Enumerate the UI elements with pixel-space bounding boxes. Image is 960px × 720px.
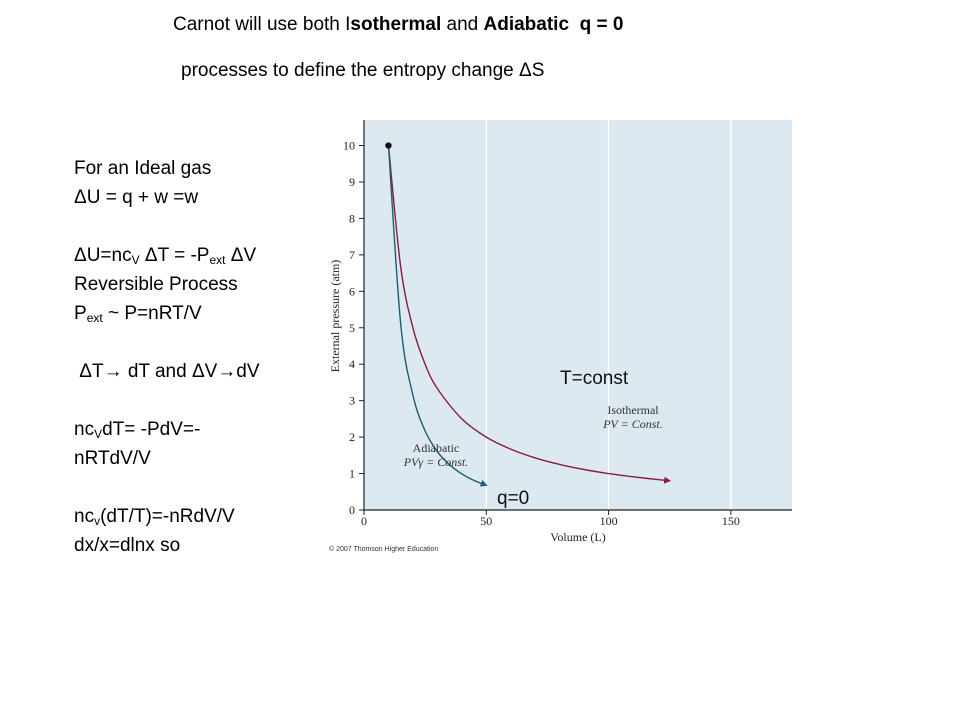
y-tick-label: 8 [349, 211, 355, 225]
title-line-1: Carnot will use both Isothermal and Adia… [173, 14, 623, 36]
du-text-b: ΔT = -P [144, 245, 210, 266]
isothermal-label: Isothermal [607, 403, 659, 417]
adiabatic-equation: PVγ = Const. [403, 455, 469, 469]
y-tick-label: 2 [349, 430, 355, 444]
y-tick-label: 0 [349, 503, 355, 517]
y-axis-label: External pressure (atm) [328, 260, 342, 373]
du-sub-ext: ext [209, 253, 226, 267]
x-tick-label: 0 [361, 514, 367, 528]
copyright-text: © 2007 Thomson Higher Education [329, 545, 438, 553]
isothermal-equation: PV = Const. [602, 417, 663, 431]
derivation-line-differentials: ΔT→ dT and ΔV→dV [74, 357, 314, 386]
title-isothermal: sothermal [350, 14, 442, 35]
y-tick-label: 7 [349, 248, 355, 262]
derivation-line-reversible: Reversible Process [74, 274, 238, 295]
dtt-sub: v [94, 514, 101, 528]
isothermal-curve [387, 145, 672, 484]
y-tick-label: 5 [349, 321, 355, 335]
du-text-a: ΔU=nc [74, 245, 132, 266]
adiabatic-curve [387, 145, 488, 487]
title-and: and [441, 14, 484, 35]
derivation-line-ncvdt: ncVdT= -PdV=- [74, 415, 314, 444]
adiabatic-label: Adiabatic [413, 441, 460, 455]
x-tick-label: 50 [480, 514, 492, 528]
derivation-line-du: ΔU=ncV ΔT = -Pext ΔV [74, 241, 314, 270]
derivation-line-nrtdv: nRTdV/V [74, 448, 151, 469]
adiabatic-callout: q=0 [497, 488, 529, 509]
dtt-b: (dT/T)=-nRdV/V [100, 506, 235, 527]
title-line-2: processes to define the entropy change Δ… [181, 60, 545, 81]
derivation-line-dtt: ncv(dT/T)=-nRdV/V [74, 502, 314, 531]
derivation-line-ideal-gas: For an Ideal gas [74, 158, 212, 179]
y-tick-label: 1 [349, 467, 355, 481]
y-ticks: 0 1 2 3 4 5 6 7 8 9 10 [343, 139, 364, 517]
y-tick-label: 6 [349, 284, 355, 298]
y-tick-label: 9 [349, 175, 355, 189]
start-point [385, 142, 392, 149]
title-adiabatic: Adiabatic [483, 14, 570, 35]
x-ticks: 0 50 100 150 [361, 510, 740, 528]
differentials-text: ΔT→ dT and ΔV→dV [79, 361, 260, 382]
isothermal-callout: T=const [560, 368, 629, 389]
ncvdt-a: nc [74, 419, 95, 440]
title-prefix: Carnot will use both I [173, 14, 351, 35]
dtt-a: nc [74, 506, 95, 527]
pext-sub: ext [86, 311, 103, 325]
pext-p: P [74, 303, 87, 324]
derivation-line-dlnx: dx/x=dlnx so [74, 535, 181, 556]
y-tick-label: 3 [349, 394, 355, 408]
x-tick-label: 150 [722, 514, 740, 528]
y-tick-label: 4 [349, 357, 355, 371]
ncvdt-sub: V [94, 427, 103, 441]
derivation-text: For an Ideal gas ΔU = q + w =w ΔU=ncV ΔT… [74, 154, 314, 560]
title-q-zero: q = 0 [579, 14, 624, 35]
pext-rest: ~ P=nRT/V [102, 303, 202, 324]
du-sub-v: V [131, 253, 140, 267]
derivation-line-first-law: ΔU = q + w =w [74, 187, 199, 208]
ncvdt-b: dT= -PdV=- [102, 419, 201, 440]
x-axis-label: Volume (L) [550, 530, 605, 544]
y-tick-label: 10 [343, 139, 355, 153]
x-tick-label: 100 [600, 514, 618, 528]
x-gridlines [485, 120, 732, 510]
plot-area [364, 120, 792, 510]
derivation-line-pext: Pext ~ P=nRT/V [74, 299, 314, 328]
du-text-c: ΔV [230, 245, 257, 266]
